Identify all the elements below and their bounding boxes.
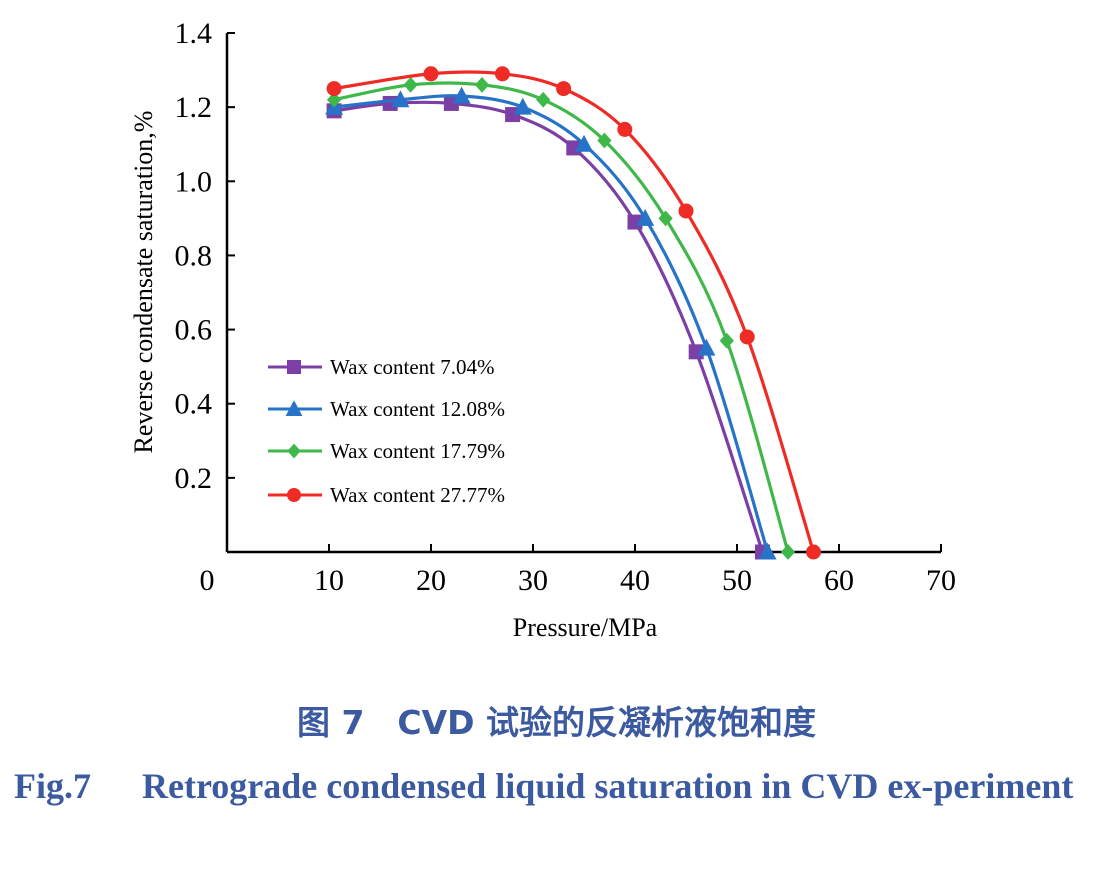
x-tick-label: 0 [200, 564, 215, 597]
axes: 0 10 20 30 40 50 60 70 0.2 0.4 0.6 0.8 1.0 1.2 1.4 [175, 17, 957, 597]
data-point [423, 66, 439, 82]
data-point [391, 90, 410, 108]
legend-item: Wax content 7.04% [268, 355, 495, 379]
caption-english-text: Retrograde condensed liquid saturation i… [142, 766, 1074, 806]
y-axis-label: Reverse condensate saturation,% [129, 111, 158, 454]
series-circle [326, 66, 821, 560]
data-point [287, 360, 301, 374]
y-tick-label: 1.2 [175, 91, 213, 124]
data-point [636, 208, 655, 226]
series-triangle [325, 86, 777, 560]
data-point [597, 132, 612, 149]
y-tick-label: 1.4 [175, 17, 213, 50]
data-point [403, 77, 418, 93]
legend-label: Wax content 7.04% [330, 355, 495, 379]
data-point [494, 66, 510, 82]
data-point [658, 210, 673, 227]
x-tick-label: 60 [824, 564, 854, 597]
data-point [780, 544, 796, 560]
data-point [287, 488, 301, 502]
data-point [739, 329, 755, 345]
data-point [513, 97, 532, 115]
data-point [556, 81, 572, 97]
data-point [806, 544, 821, 560]
data-point [285, 400, 303, 416]
legend-item: Wax content 17.79% [268, 439, 505, 463]
x-tick-label: 50 [722, 564, 752, 597]
data-point [697, 338, 716, 356]
data-point [758, 542, 777, 560]
x-tick-label: 40 [620, 564, 650, 597]
series-lines [325, 66, 821, 560]
legend: Wax content 7.04% Wax content 12.08% Wax c… [268, 355, 505, 507]
data-point [719, 332, 734, 349]
legend-label: Wax content 17.79% [330, 439, 505, 463]
data-point [287, 443, 301, 459]
series-diamond [326, 77, 796, 560]
data-point [617, 121, 633, 137]
y-tick-label: 0.8 [175, 239, 213, 272]
legend-label: Wax content 12.08% [330, 397, 505, 421]
legend-item: Wax content 12.08% [268, 397, 505, 421]
series-line [333, 81, 790, 553]
data-point [474, 77, 490, 93]
data-point [326, 81, 342, 97]
x-tick-label: 30 [518, 564, 548, 597]
caption-figure-number: Fig.7 [14, 766, 91, 806]
y-tick-label: 0.2 [175, 462, 213, 495]
legend-label: Wax content 27.77% [330, 483, 505, 507]
legend-item: Wax content 27.77% [268, 483, 505, 507]
y-tick-label: 0.6 [175, 314, 213, 347]
x-tick-label: 20 [416, 564, 446, 597]
data-point [452, 86, 471, 104]
y-tick-label: 0.4 [175, 388, 213, 421]
data-point [536, 91, 551, 108]
caption-chinese: 图 7 CVD 试验的反凝析液饱和度 [296, 703, 817, 742]
y-tick-label: 1.0 [175, 165, 213, 198]
chart: 0 10 20 30 40 50 60 70 0.2 0.4 0.6 0.8 1.0 1.2 1.4 Wax… [129, 17, 957, 642]
data-point [575, 134, 593, 152]
data-point [678, 203, 694, 219]
x-tick-label: 10 [314, 564, 344, 597]
data-point [326, 91, 342, 108]
x-axis-label: Pressure/MPa [513, 613, 658, 642]
x-tick-label: 70 [926, 564, 956, 597]
